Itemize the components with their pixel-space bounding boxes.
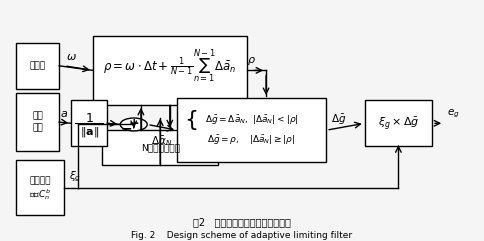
Circle shape: [120, 118, 147, 131]
FancyBboxPatch shape: [177, 98, 326, 162]
Text: $\xi_g\times\Delta\bar{g}$: $\xi_g\times\Delta\bar{g}$: [378, 115, 419, 132]
Text: $\Delta\bar{g}=\Delta\bar{a}_N,\ |\Delta\bar{a}_N|<|\rho|$: $\Delta\bar{g}=\Delta\bar{a}_N,\ |\Delta…: [205, 113, 299, 126]
Text: +: +: [128, 117, 139, 130]
Text: $\xi_g$: $\xi_g$: [69, 170, 81, 184]
Text: 最新姿态: 最新姿态: [29, 176, 51, 185]
Text: $\|\mathbf{a}\|$: $\|\mathbf{a}\|$: [79, 126, 99, 140]
Text: $\rho$: $\rho$: [247, 55, 256, 67]
FancyBboxPatch shape: [16, 94, 59, 151]
Text: N个移位寄存器: N个移位寄存器: [141, 143, 180, 152]
Text: {: {: [184, 110, 198, 130]
FancyBboxPatch shape: [16, 43, 59, 89]
Text: $\omega$: $\omega$: [66, 52, 76, 62]
FancyBboxPatch shape: [103, 130, 218, 165]
Text: 加速
度计: 加速 度计: [32, 112, 43, 133]
Text: $1$: $1$: [85, 112, 93, 125]
FancyBboxPatch shape: [71, 100, 107, 146]
Text: 陀螺仪: 陀螺仪: [30, 61, 45, 70]
Text: 矩阵$C_n^b$: 矩阵$C_n^b$: [29, 187, 51, 202]
FancyBboxPatch shape: [365, 100, 432, 146]
Text: $\Delta\bar{\alpha}_N$: $\Delta\bar{\alpha}_N$: [151, 134, 173, 147]
FancyBboxPatch shape: [16, 160, 64, 215]
Text: $\rho=\omega\cdot\Delta t+\frac{1}{N-1}\sum_{n=1}^{N-1}\Delta\bar{a}_n$: $\rho=\omega\cdot\Delta t+\frac{1}{N-1}\…: [103, 47, 237, 85]
FancyBboxPatch shape: [93, 36, 247, 105]
Text: $\Delta\bar{g}$: $\Delta\bar{g}$: [331, 113, 347, 127]
Text: $e_g$: $e_g$: [447, 107, 459, 120]
Text: Fig. 2    Design scheme of adaptive limiting filter: Fig. 2 Design scheme of adaptive limitin…: [132, 232, 352, 241]
Text: $\Delta\bar{g}=\rho,\quad |\Delta\bar{a}_N|\geq|\rho|$: $\Delta\bar{g}=\rho,\quad |\Delta\bar{a}…: [207, 133, 296, 146]
Text: −: −: [121, 122, 132, 136]
Text: 图2   自适应限幅滤波器的设计方案: 图2 自适应限幅滤波器的设计方案: [193, 217, 291, 227]
Text: $a$: $a$: [60, 109, 68, 119]
